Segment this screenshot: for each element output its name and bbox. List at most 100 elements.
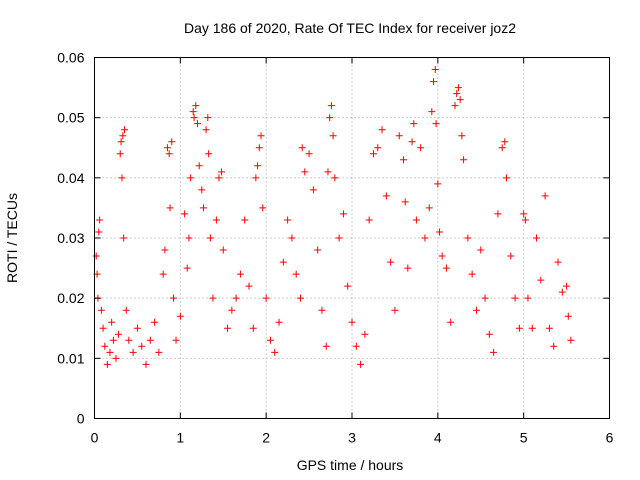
data-point — [189, 108, 197, 116]
data-point — [327, 102, 335, 110]
data-point — [292, 270, 300, 278]
data-point — [331, 174, 339, 182]
data-point — [490, 348, 498, 356]
data-point — [431, 66, 439, 74]
data-point — [524, 294, 532, 302]
data-point — [428, 108, 436, 116]
data-point — [357, 360, 365, 368]
axes: 0 1 2 3 4 5 6 0 0.01 0.02 0.03 0.04 0.05 0.06 — [57, 50, 613, 446]
data-point — [155, 348, 163, 356]
data-point — [558, 288, 566, 296]
grid — [94, 57, 610, 419]
data-point — [464, 234, 472, 242]
data-point — [460, 156, 468, 164]
data-point — [115, 330, 123, 338]
data-point — [400, 156, 407, 164]
data-point — [255, 144, 263, 152]
data-point — [458, 132, 466, 140]
y-tick-label: 0.06 — [57, 50, 84, 66]
data-point — [103, 360, 111, 368]
y-tick-label: 0 — [77, 411, 85, 427]
data-point — [456, 96, 464, 104]
data-point — [326, 114, 334, 122]
data-point — [344, 282, 352, 290]
data-point — [194, 120, 201, 128]
data-point — [318, 306, 326, 314]
data-point — [119, 132, 127, 140]
data-point — [528, 324, 536, 332]
data-point — [361, 330, 369, 338]
data-point — [245, 282, 253, 290]
data-point — [447, 318, 455, 326]
y-tick-label: 0.03 — [57, 230, 84, 246]
data-point — [262, 294, 270, 302]
data-point — [545, 324, 553, 332]
data-point — [501, 138, 509, 146]
data-point — [541, 192, 549, 200]
data-point — [92, 252, 100, 260]
data-point — [434, 180, 442, 188]
data-point — [169, 294, 177, 302]
data-point — [391, 306, 399, 314]
data-point — [252, 174, 260, 182]
data-point — [183, 264, 191, 272]
data-point — [322, 342, 330, 350]
data-point — [195, 162, 203, 170]
data-point — [421, 234, 429, 242]
data-point — [477, 246, 485, 254]
data-point — [365, 216, 373, 224]
data-point — [99, 324, 107, 332]
data-point — [133, 324, 141, 332]
data-point — [219, 246, 227, 254]
data-point — [198, 186, 206, 194]
data-point — [109, 336, 117, 344]
data-point — [206, 234, 214, 242]
data-point — [161, 246, 169, 254]
data-point — [166, 204, 174, 212]
data-point — [468, 270, 476, 278]
data-point — [533, 234, 541, 242]
data-point — [537, 276, 545, 284]
data-point — [257, 132, 265, 140]
data-point — [101, 342, 109, 350]
data-point — [387, 258, 395, 266]
data-point — [202, 126, 210, 134]
data-point — [120, 234, 128, 242]
data-point — [266, 336, 274, 344]
data-points — [92, 66, 575, 368]
data-point — [241, 216, 249, 224]
data-point — [564, 312, 572, 320]
data-point — [454, 84, 462, 92]
data-point — [218, 168, 226, 176]
data-point — [305, 150, 313, 158]
data-point — [224, 324, 232, 332]
data-point — [275, 318, 283, 326]
y-tick-label: 0.05 — [57, 110, 84, 126]
data-point — [374, 144, 382, 152]
data-point — [96, 216, 104, 224]
data-point — [215, 174, 223, 182]
data-point — [159, 270, 167, 278]
data-point — [432, 120, 440, 128]
data-point — [494, 210, 502, 218]
data-point — [125, 336, 133, 344]
data-point — [348, 318, 356, 326]
data-point — [298, 144, 306, 152]
data-point — [503, 174, 510, 182]
data-point — [106, 348, 114, 356]
data-point — [401, 198, 409, 206]
data-point — [187, 174, 195, 182]
data-point — [236, 270, 244, 278]
x-tick-label: 2 — [262, 430, 270, 446]
data-point — [472, 306, 480, 314]
data-point — [352, 342, 360, 350]
data-point — [297, 294, 304, 302]
data-point — [271, 348, 279, 356]
data-point — [190, 114, 198, 122]
data-point — [481, 294, 489, 302]
data-point — [284, 216, 292, 224]
data-point — [369, 150, 377, 158]
data-point — [288, 234, 296, 242]
